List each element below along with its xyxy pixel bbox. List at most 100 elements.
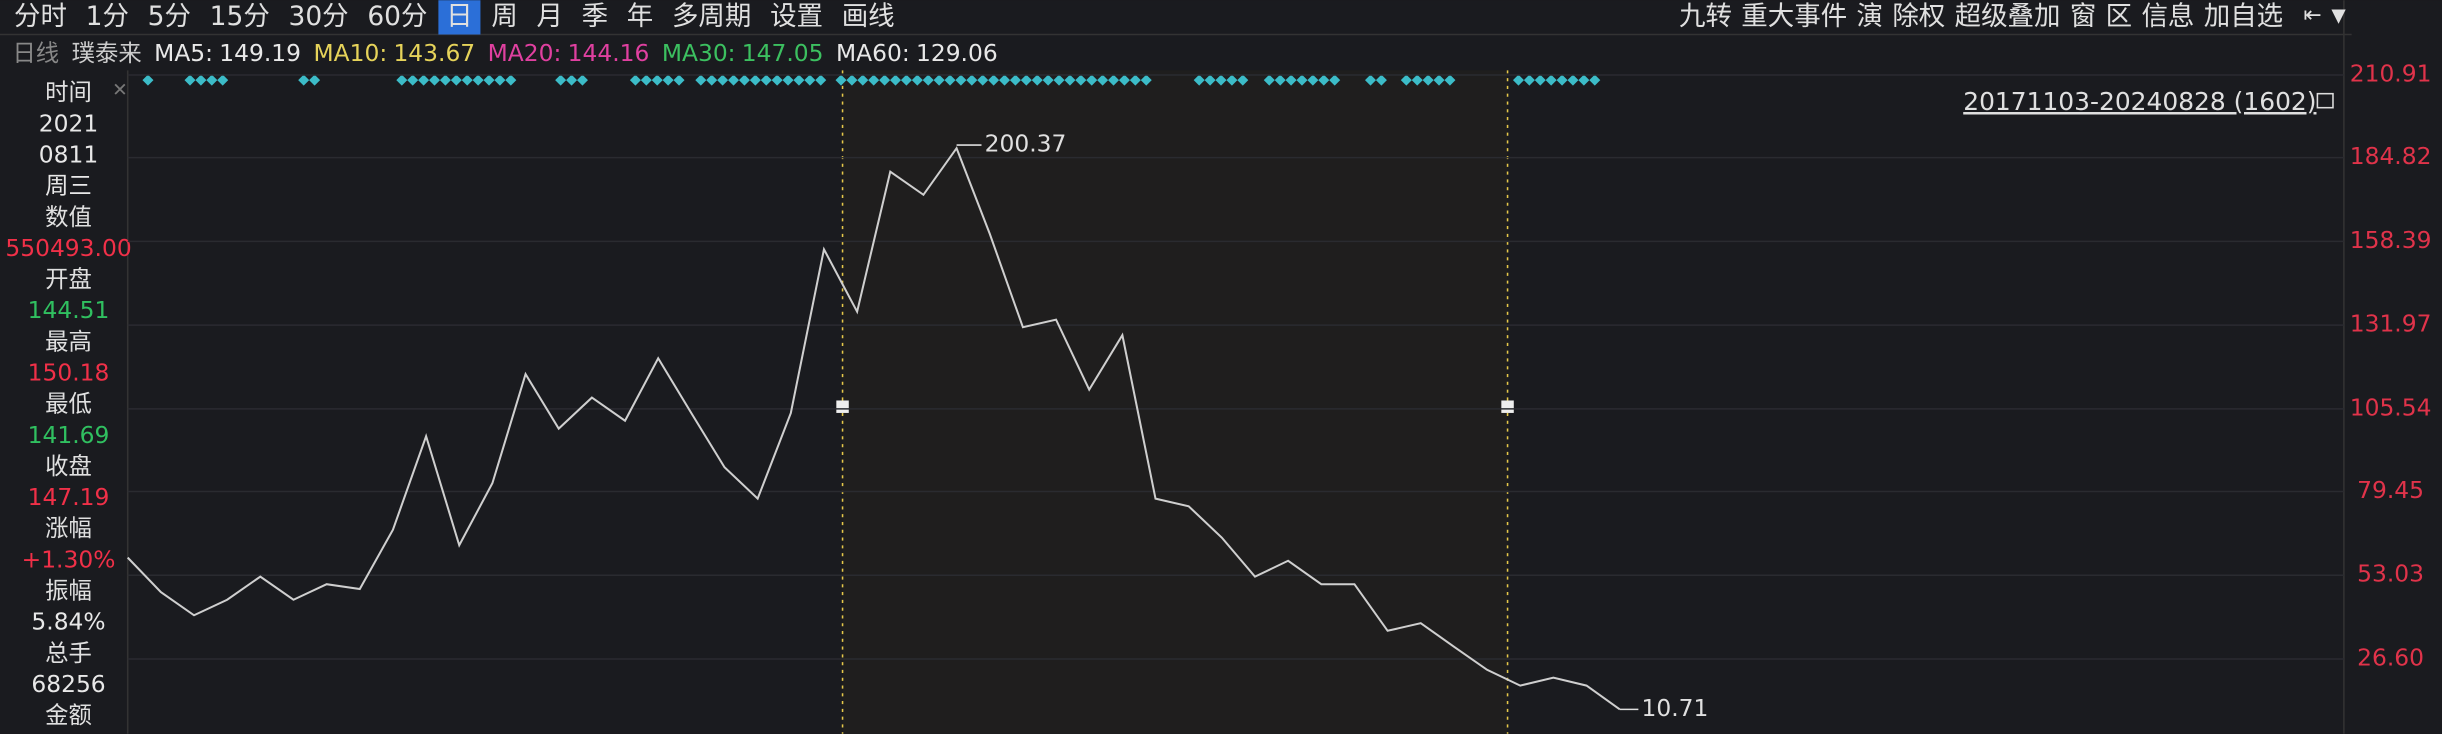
icon[interactable]: ▼ bbox=[2331, 5, 2346, 26]
toolbar-button[interactable]: 九转 bbox=[1679, 1, 1732, 32]
event-marker[interactable] bbox=[298, 74, 310, 86]
event-marker[interactable] bbox=[1365, 74, 1377, 86]
toolbar-button[interactable]: 60分 bbox=[367, 1, 427, 32]
event-marker[interactable] bbox=[1433, 74, 1445, 86]
event-marker[interactable] bbox=[728, 74, 740, 86]
event-marker[interactable] bbox=[505, 74, 517, 86]
toolbar-button[interactable]: 15分 bbox=[210, 1, 270, 32]
event-marker[interactable] bbox=[1118, 74, 1130, 86]
event-marker[interactable] bbox=[1318, 74, 1330, 86]
toolbar-button[interactable]: 重大事件 bbox=[1741, 1, 1847, 32]
toolbar-button[interactable]: 画线 bbox=[842, 1, 895, 32]
event-marker[interactable] bbox=[868, 74, 880, 86]
event-marker[interactable] bbox=[566, 74, 578, 86]
event-marker[interactable] bbox=[804, 74, 816, 86]
range-handle[interactable] bbox=[1501, 400, 1514, 413]
event-marker[interactable] bbox=[407, 74, 419, 86]
toolbar-button[interactable]: 季 bbox=[582, 1, 608, 32]
event-marker[interactable] bbox=[879, 74, 891, 86]
event-marker[interactable] bbox=[1075, 74, 1087, 86]
event-marker[interactable] bbox=[1020, 74, 1032, 86]
toolbar-button[interactable]: 设置 bbox=[770, 1, 823, 32]
event-marker[interactable] bbox=[1534, 74, 1546, 86]
toolbar-button[interactable]: 超级叠加 bbox=[1955, 1, 2061, 32]
event-marker[interactable] bbox=[439, 74, 451, 86]
event-marker[interactable] bbox=[1064, 74, 1076, 86]
event-marker[interactable] bbox=[1009, 74, 1021, 86]
toolbar-button[interactable]: 窗 bbox=[2070, 1, 2096, 32]
toolbar-button[interactable]: 多周期 bbox=[672, 1, 751, 32]
event-marker[interactable] bbox=[900, 74, 912, 86]
range-handle[interactable] bbox=[836, 400, 849, 413]
event-marker[interactable] bbox=[738, 74, 750, 86]
event-marker[interactable] bbox=[450, 74, 462, 86]
toolbar-button[interactable]: 分时 bbox=[14, 1, 67, 32]
event-marker[interactable] bbox=[857, 74, 869, 86]
info-label: 涨幅 bbox=[45, 514, 92, 542]
event-marker[interactable] bbox=[1263, 74, 1275, 86]
event-marker[interactable] bbox=[760, 74, 772, 86]
toolbar-button[interactable]: 30分 bbox=[288, 1, 348, 32]
event-marker[interactable] bbox=[889, 74, 902, 86]
event-marker[interactable] bbox=[1097, 74, 1109, 86]
event-marker[interactable] bbox=[418, 74, 430, 86]
event-marker[interactable] bbox=[846, 74, 858, 86]
event-marker[interactable] bbox=[815, 74, 827, 86]
selected-range bbox=[842, 70, 1508, 734]
event-marker[interactable] bbox=[1053, 74, 1065, 86]
event-marker[interactable] bbox=[977, 74, 989, 86]
event-marker[interactable] bbox=[1411, 74, 1423, 86]
event-marker[interactable] bbox=[1523, 74, 1535, 86]
event-marker[interactable] bbox=[1578, 74, 1590, 86]
event-marker[interactable] bbox=[1545, 74, 1557, 86]
toolbar-button[interactable]: 5分 bbox=[148, 1, 191, 32]
event-marker[interactable] bbox=[1400, 74, 1412, 86]
event-marker[interactable] bbox=[673, 74, 685, 86]
event-marker[interactable] bbox=[309, 74, 321, 86]
range-label[interactable]: 20171103-20240828 (1602) bbox=[1963, 87, 2316, 116]
toolbar-button[interactable]: 1分 bbox=[86, 1, 129, 32]
toolbar-button[interactable]: 日 bbox=[446, 1, 472, 32]
event-marker[interactable] bbox=[1042, 74, 1054, 86]
event-marker[interactable] bbox=[461, 74, 473, 86]
icon[interactable]: ⇤ bbox=[2303, 3, 2321, 28]
lock-icon[interactable] bbox=[2316, 92, 2334, 109]
toolbar-button[interactable]: 月 bbox=[536, 1, 562, 32]
event-marker[interactable] bbox=[1296, 74, 1308, 86]
event-marker[interactable] bbox=[955, 74, 967, 86]
event-marker[interactable] bbox=[999, 74, 1011, 86]
toolbar-button[interactable]: 加自选 bbox=[2204, 1, 2283, 32]
toolbar-button[interactable]: 周 bbox=[491, 1, 517, 32]
event-marker[interactable] bbox=[662, 74, 674, 86]
event-marker[interactable] bbox=[494, 74, 506, 86]
toolbar-button[interactable]: 年 bbox=[627, 1, 653, 32]
toolbar-button[interactable]: 区 bbox=[2106, 1, 2132, 32]
event-marker[interactable] bbox=[1204, 74, 1216, 86]
event-marker[interactable] bbox=[1226, 74, 1238, 86]
event-marker[interactable] bbox=[396, 74, 408, 86]
event-marker[interactable] bbox=[472, 74, 484, 86]
event-marker[interactable] bbox=[933, 74, 945, 86]
event-marker[interactable] bbox=[1140, 74, 1152, 86]
event-marker[interactable] bbox=[651, 74, 663, 86]
event-marker[interactable] bbox=[749, 74, 761, 86]
event-marker[interactable] bbox=[922, 74, 934, 86]
event-marker[interactable] bbox=[944, 74, 956, 86]
event-marker[interactable] bbox=[988, 74, 1000, 86]
event-marker[interactable] bbox=[835, 74, 847, 86]
close-icon[interactable]: ✕ bbox=[112, 80, 128, 101]
toolbar-button[interactable]: 信息 bbox=[2141, 1, 2194, 32]
event-marker[interactable] bbox=[911, 74, 923, 86]
event-marker[interactable] bbox=[483, 74, 495, 86]
info-value: 147.19 bbox=[28, 483, 110, 511]
event-marker[interactable] bbox=[555, 74, 567, 86]
event-marker[interactable] bbox=[1274, 74, 1286, 86]
event-marker[interactable] bbox=[1556, 74, 1568, 86]
toolbar-button[interactable]: 除权 bbox=[1892, 1, 1945, 32]
toolbar-button[interactable]: 演 bbox=[1857, 1, 1883, 32]
event-marker[interactable] bbox=[966, 74, 978, 86]
event-marker[interactable] bbox=[429, 74, 441, 86]
event-marker[interactable] bbox=[206, 74, 218, 86]
event-marker[interactable] bbox=[1285, 74, 1297, 86]
event-marker[interactable] bbox=[1129, 74, 1141, 86]
